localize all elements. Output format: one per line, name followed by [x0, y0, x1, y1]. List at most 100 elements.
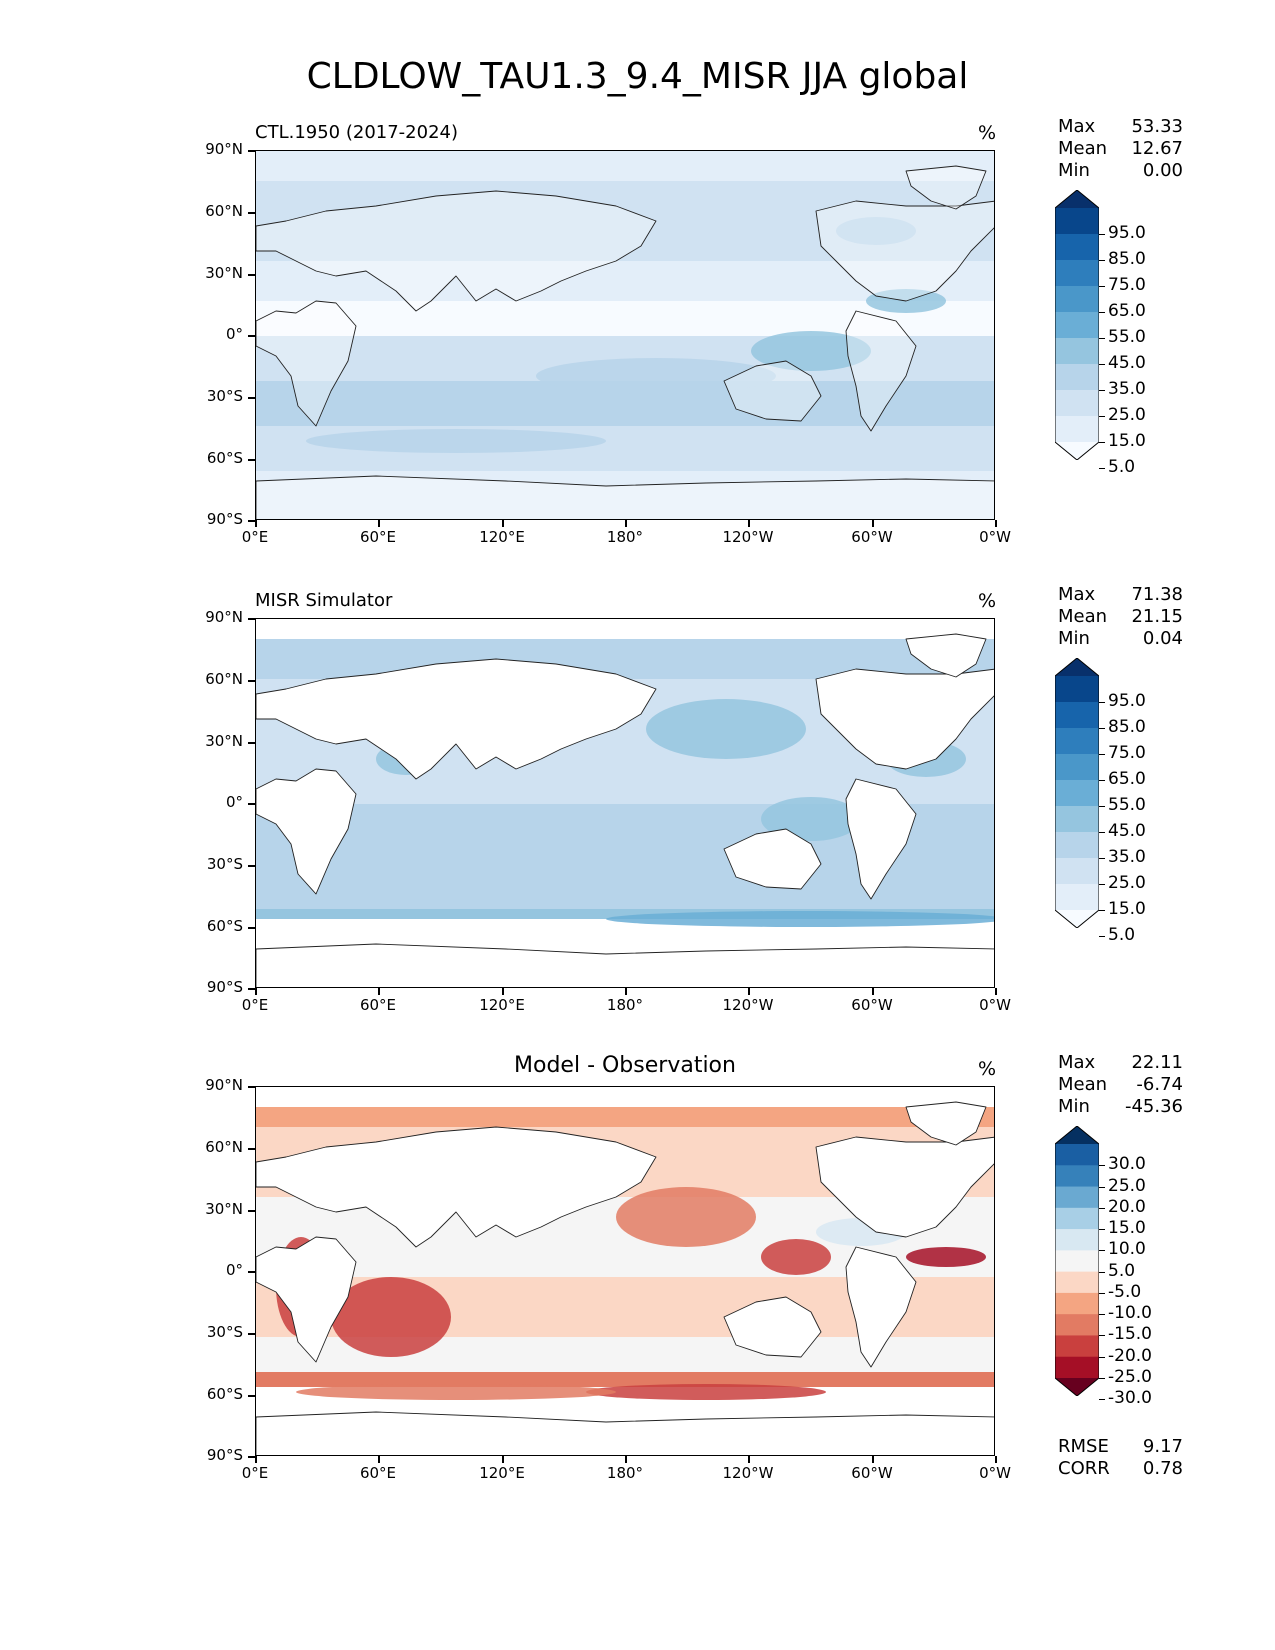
- lat-tick-label: 0°: [225, 325, 243, 343]
- lon-tick-mark: [255, 988, 257, 995]
- colorbar-tick-mark: [1099, 312, 1105, 313]
- panel-center-title: Model - Observation: [514, 1053, 736, 1078]
- map-canvas: [256, 1087, 994, 1455]
- coastline-greenland: [905, 633, 987, 678]
- stat-label: Max: [1058, 584, 1096, 605]
- lon-tick-label: 0°E: [241, 1464, 269, 1482]
- stat-row-min: Min 0.00: [1058, 160, 1183, 182]
- colorbar-tick-label: 55.0: [1108, 327, 1146, 347]
- lon-tick-label: 120°E: [479, 528, 525, 546]
- coastline-greenland: [905, 1101, 987, 1146]
- colorbar-bottom-extension: [1055, 1378, 1099, 1396]
- colorbar-tick-label: 65.0: [1108, 769, 1146, 789]
- lat-tick-label: 30°N: [205, 1200, 243, 1218]
- colorbar-tick-mark: [1099, 1207, 1105, 1209]
- colorbar-svg: [1055, 190, 1099, 460]
- colorbar-tick-mark: [1099, 936, 1105, 937]
- lat-tick-label: 30°S: [206, 1323, 243, 1341]
- lat-tick-label: 60°S: [206, 917, 243, 935]
- colorbar-segment-5: [1055, 338, 1099, 365]
- colorbar-tick-mark: [1099, 1186, 1105, 1188]
- colorbar-tick-label: 20.0: [1108, 1196, 1146, 1217]
- lat-tick-label: 60°N: [205, 670, 243, 688]
- stat-label: Mean: [1058, 1074, 1108, 1095]
- coastline-australia: [723, 360, 822, 422]
- coastline-africa: [256, 1236, 357, 1363]
- coastline-africa: [256, 300, 357, 427]
- lat-tick-mark: [248, 988, 255, 990]
- field-band-1: [256, 1107, 994, 1127]
- colorbar-segment-3: [1055, 754, 1099, 781]
- field-band-7: [256, 909, 994, 919]
- stat-row-max: Max 71.38: [1058, 584, 1183, 606]
- colorbar-tick-mark: [1099, 442, 1105, 443]
- colorbar: [1055, 658, 1099, 928]
- lon-tick-label: 60°W: [851, 528, 893, 546]
- colorbar: [1055, 1126, 1099, 1396]
- stat-value: 12.67: [1131, 138, 1183, 159]
- colorbar-tick-mark: [1099, 286, 1105, 287]
- stat-row-max: Max 53.33: [1058, 116, 1183, 138]
- colorbar-segment-6: [1055, 1271, 1099, 1294]
- lat-tick-mark: [248, 1271, 255, 1273]
- colorbar-segment-3: [1055, 286, 1099, 313]
- lon-tick-mark: [872, 1456, 874, 1463]
- colorbar-tick-label: 85.0: [1108, 249, 1146, 269]
- colorbar-tick-label: -10.0: [1108, 1303, 1152, 1324]
- stat-label: Min: [1058, 1096, 1090, 1117]
- field-blob-6: [296, 1384, 616, 1400]
- panel-unit: %: [978, 1058, 997, 1080]
- colorbar-segment-7: [1055, 1292, 1099, 1315]
- lon-tick-label: 0°W: [979, 528, 1011, 546]
- colorbar-tick-mark: [1099, 806, 1105, 807]
- lon-tick-mark: [378, 520, 380, 527]
- lat-tick-label: 90°N: [205, 140, 243, 158]
- colorbar-segment-8: [1055, 416, 1099, 443]
- colorbar-tick-mark: [1099, 468, 1105, 469]
- lat-tick-label: 30°S: [206, 387, 243, 405]
- lon-tick-label: 120°W: [722, 528, 774, 546]
- lon-tick-mark: [748, 520, 750, 527]
- metric-row-rmse: RMSE 9.17: [1058, 1436, 1183, 1458]
- colorbar-tick-label: -5.0: [1108, 1281, 1142, 1302]
- colorbar-tick-label: 65.0: [1108, 301, 1146, 321]
- field-band-3: [256, 261, 994, 301]
- stat-label: Max: [1058, 116, 1096, 137]
- colorbar-segment-4: [1055, 780, 1099, 807]
- colorbar-svg: [1055, 1126, 1099, 1396]
- coastline-namerica: [815, 200, 994, 302]
- colorbar: [1055, 190, 1099, 460]
- coastline-eurasia: [256, 658, 657, 780]
- colorbar-tick-mark: [1099, 1229, 1105, 1231]
- colorbar-segment-2: [1055, 260, 1099, 287]
- colorbar-segment-6: [1055, 364, 1099, 391]
- colorbar-tick-mark: [1099, 260, 1105, 261]
- coastline-greenland: [905, 165, 987, 210]
- map-frame: [255, 618, 995, 988]
- metric-value: 9.17: [1142, 1436, 1183, 1457]
- panel-unit: %: [978, 590, 997, 612]
- lon-tick-mark: [625, 1456, 627, 1463]
- field-band-0: [256, 151, 994, 181]
- colorbar-svg: [1055, 658, 1099, 928]
- colorbar-tick-mark: [1099, 832, 1105, 833]
- coastline-australia: [723, 828, 822, 890]
- coastline-africa: [256, 768, 357, 895]
- colorbar-segment-0: [1055, 1144, 1099, 1166]
- lat-tick-mark: [248, 150, 255, 152]
- colorbar-tick-mark: [1099, 754, 1105, 755]
- field-band-8: [256, 471, 994, 519]
- lat-tick-mark: [248, 742, 255, 744]
- lon-tick-label: 60°E: [359, 1464, 397, 1482]
- stat-label: Mean: [1058, 606, 1108, 627]
- lon-tick-label: 0°E: [241, 528, 269, 546]
- lon-tick-mark: [872, 520, 874, 527]
- lat-tick-label: 90°S: [206, 1446, 243, 1464]
- metric-label: CORR: [1058, 1458, 1110, 1479]
- colorbar-segment-8: [1055, 1314, 1099, 1336]
- lon-tick-mark: [255, 520, 257, 527]
- lon-tick-label: 0°W: [979, 1464, 1011, 1482]
- colorbar-segment-5: [1055, 806, 1099, 833]
- coastline-eurasia: [256, 190, 657, 312]
- lat-tick-label: 60°S: [206, 1385, 243, 1403]
